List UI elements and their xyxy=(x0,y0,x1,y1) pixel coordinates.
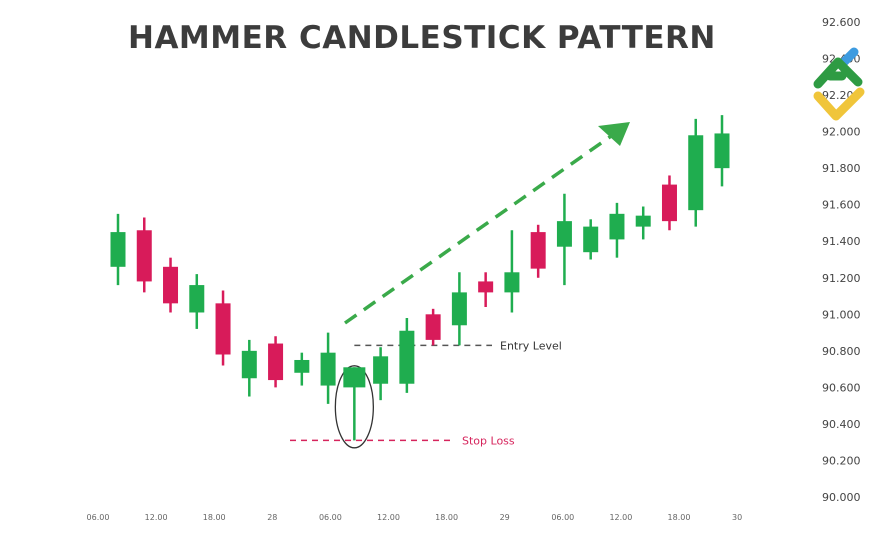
candles xyxy=(110,115,730,441)
candle-body xyxy=(504,272,520,293)
candle xyxy=(241,339,257,397)
candle xyxy=(583,219,599,260)
y-tick-label: 91.200 xyxy=(822,272,861,285)
candle-body xyxy=(241,350,257,379)
candle xyxy=(425,308,441,346)
candle-body xyxy=(425,314,441,340)
annotations: Entry Level Stop Loss xyxy=(290,122,630,449)
y-tick-label: 90.400 xyxy=(822,418,861,431)
x-tick-label: 18.00 xyxy=(668,513,691,522)
chart-title: HAMMER CANDLESTICK PATTERN xyxy=(128,20,716,56)
candle xyxy=(110,213,126,286)
candle xyxy=(556,193,572,286)
logo-yellow-stroke xyxy=(813,87,865,121)
trend-arrow-line xyxy=(343,132,616,325)
x-tick-label: 18.00 xyxy=(435,513,458,522)
candle-body xyxy=(635,215,651,227)
candle-body xyxy=(294,359,310,373)
y-axis: 90.000 90.200 90.400 90.600 90.800 91.000 91.2… xyxy=(822,16,861,504)
x-tick-label: 12.00 xyxy=(609,513,632,522)
candle-body xyxy=(399,330,415,384)
x-tick-label: 12.00 xyxy=(145,513,168,522)
candle xyxy=(343,367,366,441)
candle-body xyxy=(136,230,152,282)
candle xyxy=(451,272,467,346)
candle xyxy=(688,118,704,227)
y-tick-label: 90.000 xyxy=(822,491,861,504)
x-tick-label: 18.00 xyxy=(203,513,226,522)
x-axis: 06.00 12.00 18.00 28 06.00 12.00 18.00 29 06.00 1… xyxy=(87,513,743,522)
x-tick-label: 06.00 xyxy=(319,513,342,522)
candle xyxy=(163,257,179,313)
candle xyxy=(268,336,284,388)
candle xyxy=(373,347,389,401)
candle xyxy=(714,115,730,187)
candle xyxy=(504,230,520,313)
candle-body xyxy=(343,367,366,388)
candle-body xyxy=(373,356,389,384)
candle-body xyxy=(583,226,599,253)
candle-body xyxy=(110,232,126,267)
candle xyxy=(136,217,152,293)
candle xyxy=(320,332,336,404)
logo xyxy=(813,47,865,121)
y-tick-label: 91.800 xyxy=(822,162,861,175)
x-tick-label: 29 xyxy=(500,513,510,522)
y-tick-label: 90.800 xyxy=(822,345,861,358)
entry-level-label: Entry Level xyxy=(500,339,562,352)
candle xyxy=(661,175,677,231)
candle-body xyxy=(530,232,546,269)
candle xyxy=(478,272,494,307)
candle-body xyxy=(714,133,730,169)
candle-body xyxy=(478,281,494,293)
candle xyxy=(294,352,310,386)
x-tick-label: 06.00 xyxy=(87,513,110,522)
candle-body xyxy=(556,221,572,247)
y-tick-label: 92.600 xyxy=(822,16,861,29)
candle-body xyxy=(320,352,336,386)
candle xyxy=(215,290,231,366)
candle xyxy=(399,317,415,393)
candle-body xyxy=(268,343,284,381)
trend-arrow-head xyxy=(598,122,630,146)
hammer-highlight-ellipse xyxy=(334,365,374,449)
x-tick-label: 28 xyxy=(267,513,277,522)
candle xyxy=(635,206,651,240)
candle-body xyxy=(215,303,231,355)
logo-green-stroke xyxy=(813,57,863,89)
y-tick-label: 90.200 xyxy=(822,454,861,467)
x-tick-label: 06.00 xyxy=(551,513,574,522)
candle xyxy=(189,274,205,329)
candle-body xyxy=(688,135,704,211)
y-tick-label: 92.000 xyxy=(822,126,861,139)
candle-body xyxy=(163,266,179,304)
y-tick-label: 91.400 xyxy=(822,235,861,248)
candle-body xyxy=(451,292,467,326)
stop-loss-label: Stop Loss xyxy=(462,434,515,447)
candle xyxy=(530,224,546,278)
y-tick-label: 90.600 xyxy=(822,381,861,394)
x-tick-label: 30 xyxy=(732,513,742,522)
candle xyxy=(609,202,625,258)
y-tick-label: 91.000 xyxy=(822,308,861,321)
candle-body xyxy=(609,213,625,240)
candle-body xyxy=(661,184,677,222)
x-tick-label: 12.00 xyxy=(377,513,400,522)
candle-body xyxy=(189,285,205,313)
y-tick-label: 91.600 xyxy=(822,199,861,212)
